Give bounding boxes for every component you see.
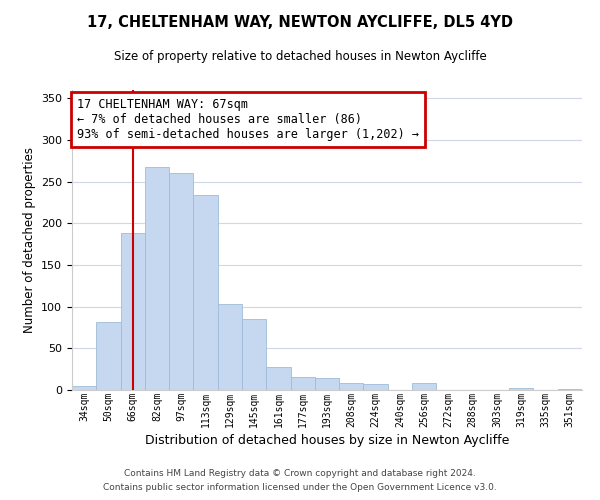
Bar <box>72 386 96 390</box>
Bar <box>364 384 388 390</box>
Bar <box>558 389 582 390</box>
Bar <box>412 384 436 390</box>
Bar <box>266 366 290 390</box>
Bar <box>290 376 315 390</box>
Y-axis label: Number of detached properties: Number of detached properties <box>23 147 35 333</box>
Bar <box>169 172 193 390</box>
X-axis label: Distribution of detached houses by size in Newton Aycliffe: Distribution of detached houses by size … <box>145 434 509 446</box>
Bar <box>315 378 339 390</box>
Bar <box>193 195 218 390</box>
Bar <box>339 384 364 390</box>
Bar <box>242 319 266 390</box>
Text: 17 CHELTENHAM WAY: 67sqm
← 7% of detached houses are smaller (86)
93% of semi-de: 17 CHELTENHAM WAY: 67sqm ← 7% of detache… <box>77 98 419 142</box>
Bar <box>145 166 169 390</box>
Bar <box>509 388 533 390</box>
Bar <box>96 322 121 390</box>
Text: Size of property relative to detached houses in Newton Aycliffe: Size of property relative to detached ho… <box>113 50 487 63</box>
Bar <box>121 234 145 390</box>
Text: 17, CHELTENHAM WAY, NEWTON AYCLIFFE, DL5 4YD: 17, CHELTENHAM WAY, NEWTON AYCLIFFE, DL5… <box>87 15 513 30</box>
Bar <box>218 304 242 390</box>
Text: Contains HM Land Registry data © Crown copyright and database right 2024.: Contains HM Land Registry data © Crown c… <box>124 468 476 477</box>
Text: Contains public sector information licensed under the Open Government Licence v3: Contains public sector information licen… <box>103 484 497 492</box>
